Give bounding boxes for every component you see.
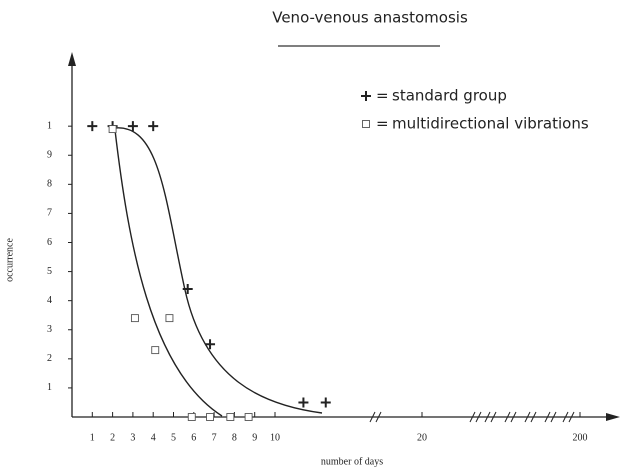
x-tick-label: 10 bbox=[270, 432, 280, 443]
x-axis-label: number of days bbox=[321, 456, 383, 467]
curve-vibrations bbox=[114, 129, 223, 417]
data-point bbox=[130, 314, 139, 323]
data-point bbox=[108, 125, 117, 134]
data-point bbox=[127, 121, 138, 132]
y-tick-label: 4 bbox=[47, 295, 52, 306]
y-tick-label: 1 bbox=[47, 120, 52, 131]
x-tick-label: 4 bbox=[151, 432, 156, 443]
legend-marker bbox=[361, 91, 371, 101]
legend-separator: = bbox=[376, 115, 389, 133]
x-tick-label: 8 bbox=[232, 432, 237, 443]
data-point bbox=[148, 121, 159, 132]
data-point bbox=[206, 413, 214, 421]
x-tick-label: 3 bbox=[130, 432, 135, 443]
legend-marker bbox=[362, 120, 370, 128]
y-axis-label: occurrence bbox=[4, 238, 15, 282]
data-point bbox=[151, 346, 160, 355]
x-tick-label: 7 bbox=[212, 432, 217, 443]
x-tick-label: 6 bbox=[191, 432, 196, 443]
data-point bbox=[182, 284, 193, 295]
y-tick-label: 7 bbox=[47, 208, 52, 219]
legend-separator: = bbox=[376, 87, 389, 105]
x-tick-label: 1 bbox=[90, 432, 95, 443]
y-axis-arrow bbox=[68, 52, 76, 66]
y-tick-label: 3 bbox=[47, 324, 52, 335]
x-axis-arrow bbox=[606, 413, 620, 421]
data-point bbox=[87, 121, 98, 132]
axis-breaks bbox=[369, 411, 575, 423]
data-point bbox=[226, 413, 235, 421]
x-tick-label: 9 bbox=[252, 432, 257, 443]
curve-standard bbox=[114, 127, 323, 414]
x-tick-label: 5 bbox=[171, 432, 176, 443]
x-tick-label: 20 bbox=[417, 432, 427, 443]
x-tick-label: 200 bbox=[573, 432, 588, 443]
data-point bbox=[320, 397, 331, 408]
y-tick-label: 8 bbox=[47, 179, 52, 190]
data-point bbox=[244, 413, 253, 421]
y-tick-label: 5 bbox=[47, 266, 52, 277]
y-tick-label: 1 bbox=[47, 382, 52, 393]
data-point bbox=[165, 314, 174, 323]
y-tick-label: 6 bbox=[47, 237, 52, 248]
y-tick-label: 2 bbox=[47, 353, 52, 364]
chart-title: Veno-venous anastomosis bbox=[272, 9, 468, 27]
data-point bbox=[205, 339, 216, 350]
fitted-curves bbox=[114, 127, 323, 417]
legend-label: standard group bbox=[392, 87, 507, 105]
x-tick-label: 2 bbox=[110, 432, 115, 443]
data-point bbox=[298, 397, 309, 408]
legend-label: multidirectional vibrations bbox=[392, 115, 589, 133]
y-tick-label: 9 bbox=[47, 150, 52, 161]
data-point bbox=[187, 413, 196, 421]
